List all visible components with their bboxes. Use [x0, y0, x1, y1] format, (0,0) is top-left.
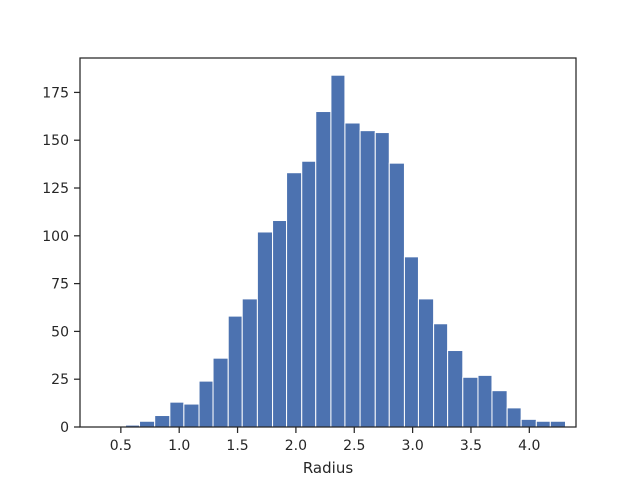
histogram-bar — [433, 323, 449, 428]
histogram-bar — [359, 130, 376, 428]
y-tick-label: 25 — [51, 372, 69, 388]
histogram-bar — [330, 74, 346, 428]
histogram-bar — [403, 256, 419, 428]
histogram-bar — [477, 374, 493, 428]
histogram-bar — [315, 111, 332, 428]
axes-layer: 0.5 1.0 1.5 2.0 2.5 3.0 3.5 4.0 0 25 50 75 100 125 150… — [42, 57, 577, 454]
x-tick-label: 3.5 — [460, 438, 482, 454]
histogram-bar — [241, 298, 258, 428]
x-tick-label: 1.5 — [226, 438, 248, 454]
histogram-bar — [374, 132, 390, 428]
y-tick-label: 0 — [60, 420, 69, 436]
histogram-bar — [212, 357, 229, 428]
y-tick-label: 50 — [51, 324, 69, 340]
histogram-bar — [227, 315, 243, 428]
histogram-bar — [491, 390, 508, 428]
x-tick-label: 2.5 — [343, 438, 365, 454]
y-tick-label: 100 — [42, 229, 69, 245]
x-tick-label: 2.0 — [285, 438, 307, 454]
histogram-bar — [139, 420, 156, 428]
x-tick-label: 0.5 — [110, 438, 132, 454]
histogram-bar — [506, 407, 522, 428]
histogram-bar — [301, 160, 317, 428]
y-tick-label: 125 — [42, 181, 69, 197]
histogram-bar — [447, 350, 464, 428]
x-tick-label: 3.0 — [401, 438, 423, 454]
x-tick-label: 1.0 — [168, 438, 190, 454]
histogram-bar — [256, 231, 274, 428]
bars-layer — [125, 74, 566, 428]
histogram-bar — [462, 376, 479, 428]
x-tick-label: 4.0 — [518, 438, 540, 454]
histogram-bar — [183, 403, 200, 428]
histogram-bar — [520, 418, 537, 428]
histogram-bar — [169, 401, 185, 428]
histogram-bar — [549, 420, 566, 428]
plot-frame — [79, 57, 577, 428]
y-tick-label: 150 — [42, 133, 69, 149]
histogram-bar — [198, 380, 214, 428]
y-tick-label: 175 — [42, 85, 69, 101]
histogram-bar — [286, 172, 303, 428]
histogram-bar — [154, 415, 171, 428]
histogram-bar — [417, 298, 435, 428]
histogram-bar — [388, 162, 405, 428]
y-tick-label: 75 — [51, 277, 69, 293]
histogram-bar — [344, 122, 361, 428]
histogram-bar — [272, 220, 288, 428]
x-axis-label: Radius — [303, 459, 353, 477]
histogram-bar — [535, 420, 551, 428]
